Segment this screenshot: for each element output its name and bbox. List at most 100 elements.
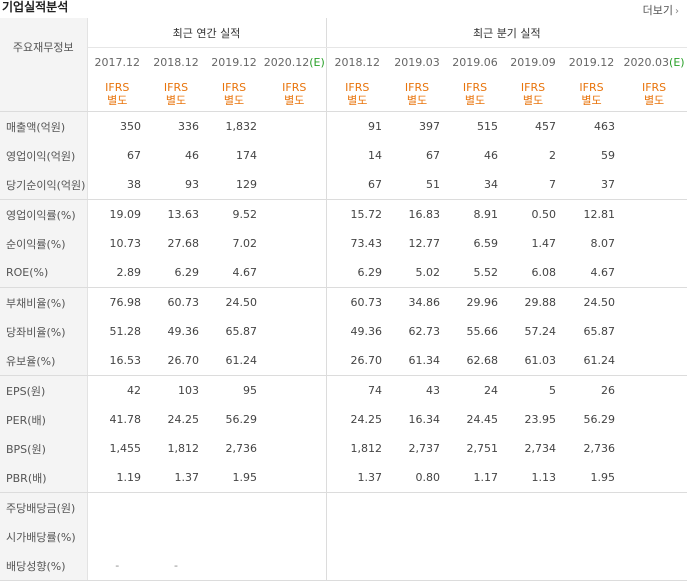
ifrs-badge: IFRS 별도 [504,76,563,112]
table-cell: 56.29 [225,413,258,426]
table-cell: 95 [243,384,257,397]
table-cell: 1.37 [147,463,205,493]
table-cell: 67 [127,149,141,162]
table-cell: 5.02 [388,258,447,288]
table-cell: 24 [484,384,499,397]
table-cell [87,493,147,523]
ifrs-sub-label: 별도 [284,93,305,107]
date-label: 2019.06 [452,55,498,69]
table-cell: 37 [562,170,622,200]
table-row: 매출액(억원) 350 336 1,832 91 397 515 457 463 [0,111,687,141]
ifrs-row: IFRS 별도 IFRS 별도 IFRS 별도 IFRS 별도 IFRS 별도 IFRS 별도 IFRS… [0,76,687,112]
table-cell: 74 [368,384,383,397]
table-cell [621,434,687,463]
quarter-date-header: 2020.03(E) [621,48,687,77]
table-cell: - [87,551,147,581]
table-cell: 397 [419,120,441,133]
quarter-group-header: 최근 분기 실적 [326,18,687,48]
table-row: PER(배) 41.78 24.25 56.29 24.25 16.34 24.45 23.9… [0,405,687,434]
row-label: PBR(배) [0,463,88,493]
table-cell: 93 [147,170,205,200]
table-row: 당기순이익(억원) 38 93 129 67 51 34 7 37 [0,170,687,200]
table-cell: 350 [120,120,141,133]
table-cell [621,346,687,376]
table-cell: 9.52 [232,208,258,221]
row-label: ROE(%) [0,258,88,288]
table-row: 유보율(%) 16.53 26.70 61.24 26.70 61.34 62.68 61.0… [0,346,687,376]
ifrs-badge: IFRS 별도 [388,76,447,112]
row-label: 주당배당금(원) [0,492,88,522]
table-cell: 13.63 [167,208,200,221]
ifrs-sub-label: 별도 [223,93,245,107]
table-cell: 24.25 [167,413,200,426]
table-cell: 59 [601,149,616,162]
table-cell: 56.29 [583,413,616,426]
estimate-mark: (E) [309,55,325,69]
table-cell [326,551,389,581]
ifrs-label: IFRS [221,80,247,94]
ifrs-label: IFRS [520,80,546,94]
ifrs-label: IFRS [404,80,430,94]
table-cell: 61.34 [388,346,447,376]
table-cell: 1.37 [326,463,389,493]
table-cell [263,405,327,434]
table-cell [562,551,622,581]
table-cell [504,522,562,551]
ifrs-badge: IFRS 별도 [147,76,205,112]
table-cell [263,199,327,229]
ifrs-label: IFRS [345,80,370,94]
ifrs-label: IFRS [105,80,130,94]
table-cell [263,287,327,317]
table-cell: 2.89 [87,258,147,288]
table-cell: - [147,551,205,581]
annual-date-header: 2019.12 [205,48,263,77]
table-cell: 49.36 [350,325,383,338]
table-cell [504,551,563,581]
table-cell: 55.66 [466,325,499,338]
table-cell: 60.73 [350,296,383,309]
table-cell: 34 [446,170,505,200]
table-cell: 46 [484,149,499,162]
table-cell [263,492,327,522]
table-cell [621,317,687,346]
table-cell: 7.02 [232,237,258,250]
date-label: 2019.09 [510,55,556,69]
table-cell [147,493,205,523]
ifrs-badge: IFRS 별도 [263,76,327,112]
table-cell: 61.24 [205,346,263,376]
table-cell: 8.91 [473,208,499,221]
table-cell [263,111,327,141]
table-cell: 27.68 [167,237,200,250]
table-cell: 24.45 [466,413,499,426]
table-cell: 14 [368,149,383,162]
annual-date-header: 2020.12(E) [263,47,327,76]
quarter-date-header: 2019.03 [388,48,446,77]
table-cell [562,522,621,551]
table-cell: 7 [504,170,563,200]
table-cell: 16.53 [87,346,147,376]
table-cell: 5.52 [446,258,505,288]
table-cell: 2,736 [225,442,258,455]
table-cell [263,375,327,405]
more-link[interactable]: 더보기 › [643,2,679,18]
table-cell [263,522,327,551]
table-cell: 26 [601,384,616,397]
table-row: BPS(원) 1,455 1,812 2,736 1,812 2,737 2,751 2,73… [0,434,687,463]
table-cell [263,229,327,258]
table-cell: 2,751 [466,442,499,455]
ifrs-sub-label: 별도 [522,93,544,107]
row-label: 영업이익(억원) [0,141,88,170]
quarter-date-header: 2019.09 [504,48,562,77]
table-cell [562,493,621,523]
ifrs-sub-label: 별도 [107,93,128,107]
quarter-date-header: 2019.06 [446,48,504,77]
table-row: 배당성향(%) - - [0,551,687,581]
table-cell: 38 [87,170,147,200]
date-label: 2018.12 [334,55,381,69]
table-cell: 463 [594,120,616,133]
ifrs-label-spacer [0,76,88,112]
table-cell [326,493,388,523]
table-cell: 12.81 [583,208,616,221]
table-cell: 15.72 [350,208,383,221]
section-header: 기업실적분석 더보기 › [0,0,687,18]
